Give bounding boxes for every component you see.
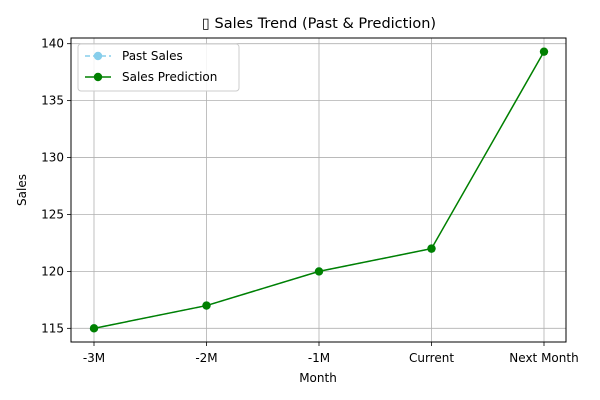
- x-tick-label: Current: [409, 351, 454, 365]
- data-point-sales-prediction: [539, 47, 549, 56]
- legend-box: [77, 43, 240, 92]
- y-tick-label: 120: [41, 264, 64, 278]
- x-tick-label: Next Month: [509, 351, 578, 365]
- x-axis-ticks: -3M -2M -1M Current Next Month: [83, 342, 579, 365]
- x-axis-title: Month: [299, 371, 337, 385]
- legend-marker-sales-prediction: [93, 72, 103, 82]
- y-tick-label: 135: [41, 94, 64, 108]
- legend-label-past-sales: Past Sales: [122, 49, 183, 63]
- plot-frame: [70, 37, 567, 343]
- legend-label-sales-prediction: Sales Prediction: [122, 70, 217, 84]
- legend-marker-past-sales: [93, 51, 103, 61]
- chart-title: ▯ Sales Trend (Past & Prediction): [202, 16, 436, 32]
- data-point-sales-prediction: [89, 324, 99, 333]
- plot-series: [89, 47, 549, 333]
- data-point-sales-prediction: [427, 244, 436, 253]
- y-tick-label: 140: [41, 37, 64, 51]
- x-tick-label: -1M: [308, 351, 330, 365]
- x-tick-label: -3M: [83, 351, 105, 365]
- y-axis-title: Sales: [15, 174, 29, 206]
- y-tick-label: 115: [41, 321, 64, 335]
- data-point-sales-prediction: [314, 267, 324, 276]
- data-point-sales-prediction: [202, 301, 211, 310]
- y-axis-ticks: 115 120 125 130 135 140: [41, 37, 71, 335]
- y-tick-label: 130: [41, 151, 64, 165]
- y-tick-label: 125: [41, 207, 64, 221]
- x-tick-label: -2M: [195, 351, 217, 365]
- legend: Past Sales Sales Prediction: [77, 43, 240, 92]
